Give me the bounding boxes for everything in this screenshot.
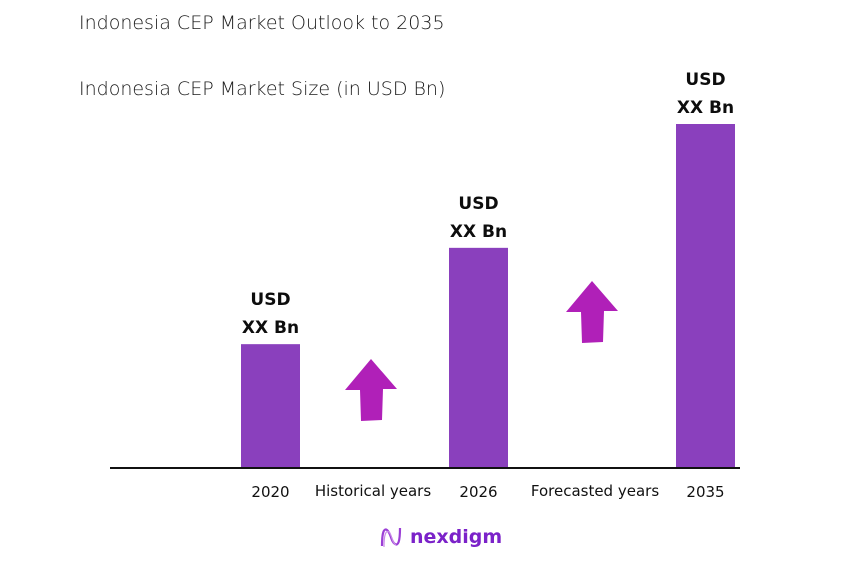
- bar-2026: [449, 247, 508, 468]
- x-tick-label: 2035: [686, 483, 724, 501]
- data-label-line1: USD: [685, 70, 725, 90]
- growth-arrow-icon: [566, 281, 618, 343]
- nexdigm-logo-icon: [380, 527, 402, 548]
- logo-text: nexdigm: [410, 526, 503, 548]
- x-tick-label: 2026: [459, 483, 497, 501]
- x-tick-label: 2020: [251, 483, 289, 501]
- data-label-line1: USD: [250, 290, 290, 310]
- data-label-line2: XX Bn: [677, 98, 734, 118]
- growth-arrow-icon: [345, 359, 397, 421]
- nexdigm-logo: nexdigm: [378, 524, 502, 550]
- chart-subtitle: Indonesia CEP Market Size (in USD Bn): [79, 78, 446, 100]
- bar-2035: [676, 124, 735, 468]
- data-label-line2: XX Bn: [242, 318, 299, 338]
- period-label: Historical years: [315, 482, 431, 500]
- data-label-line2: XX Bn: [450, 222, 507, 242]
- chart-title: Indonesia CEP Market Outlook to 2035: [79, 12, 445, 34]
- period-label: Forecasted years: [531, 482, 659, 500]
- bar-2020: [241, 344, 300, 468]
- data-label-line1: USD: [458, 194, 498, 214]
